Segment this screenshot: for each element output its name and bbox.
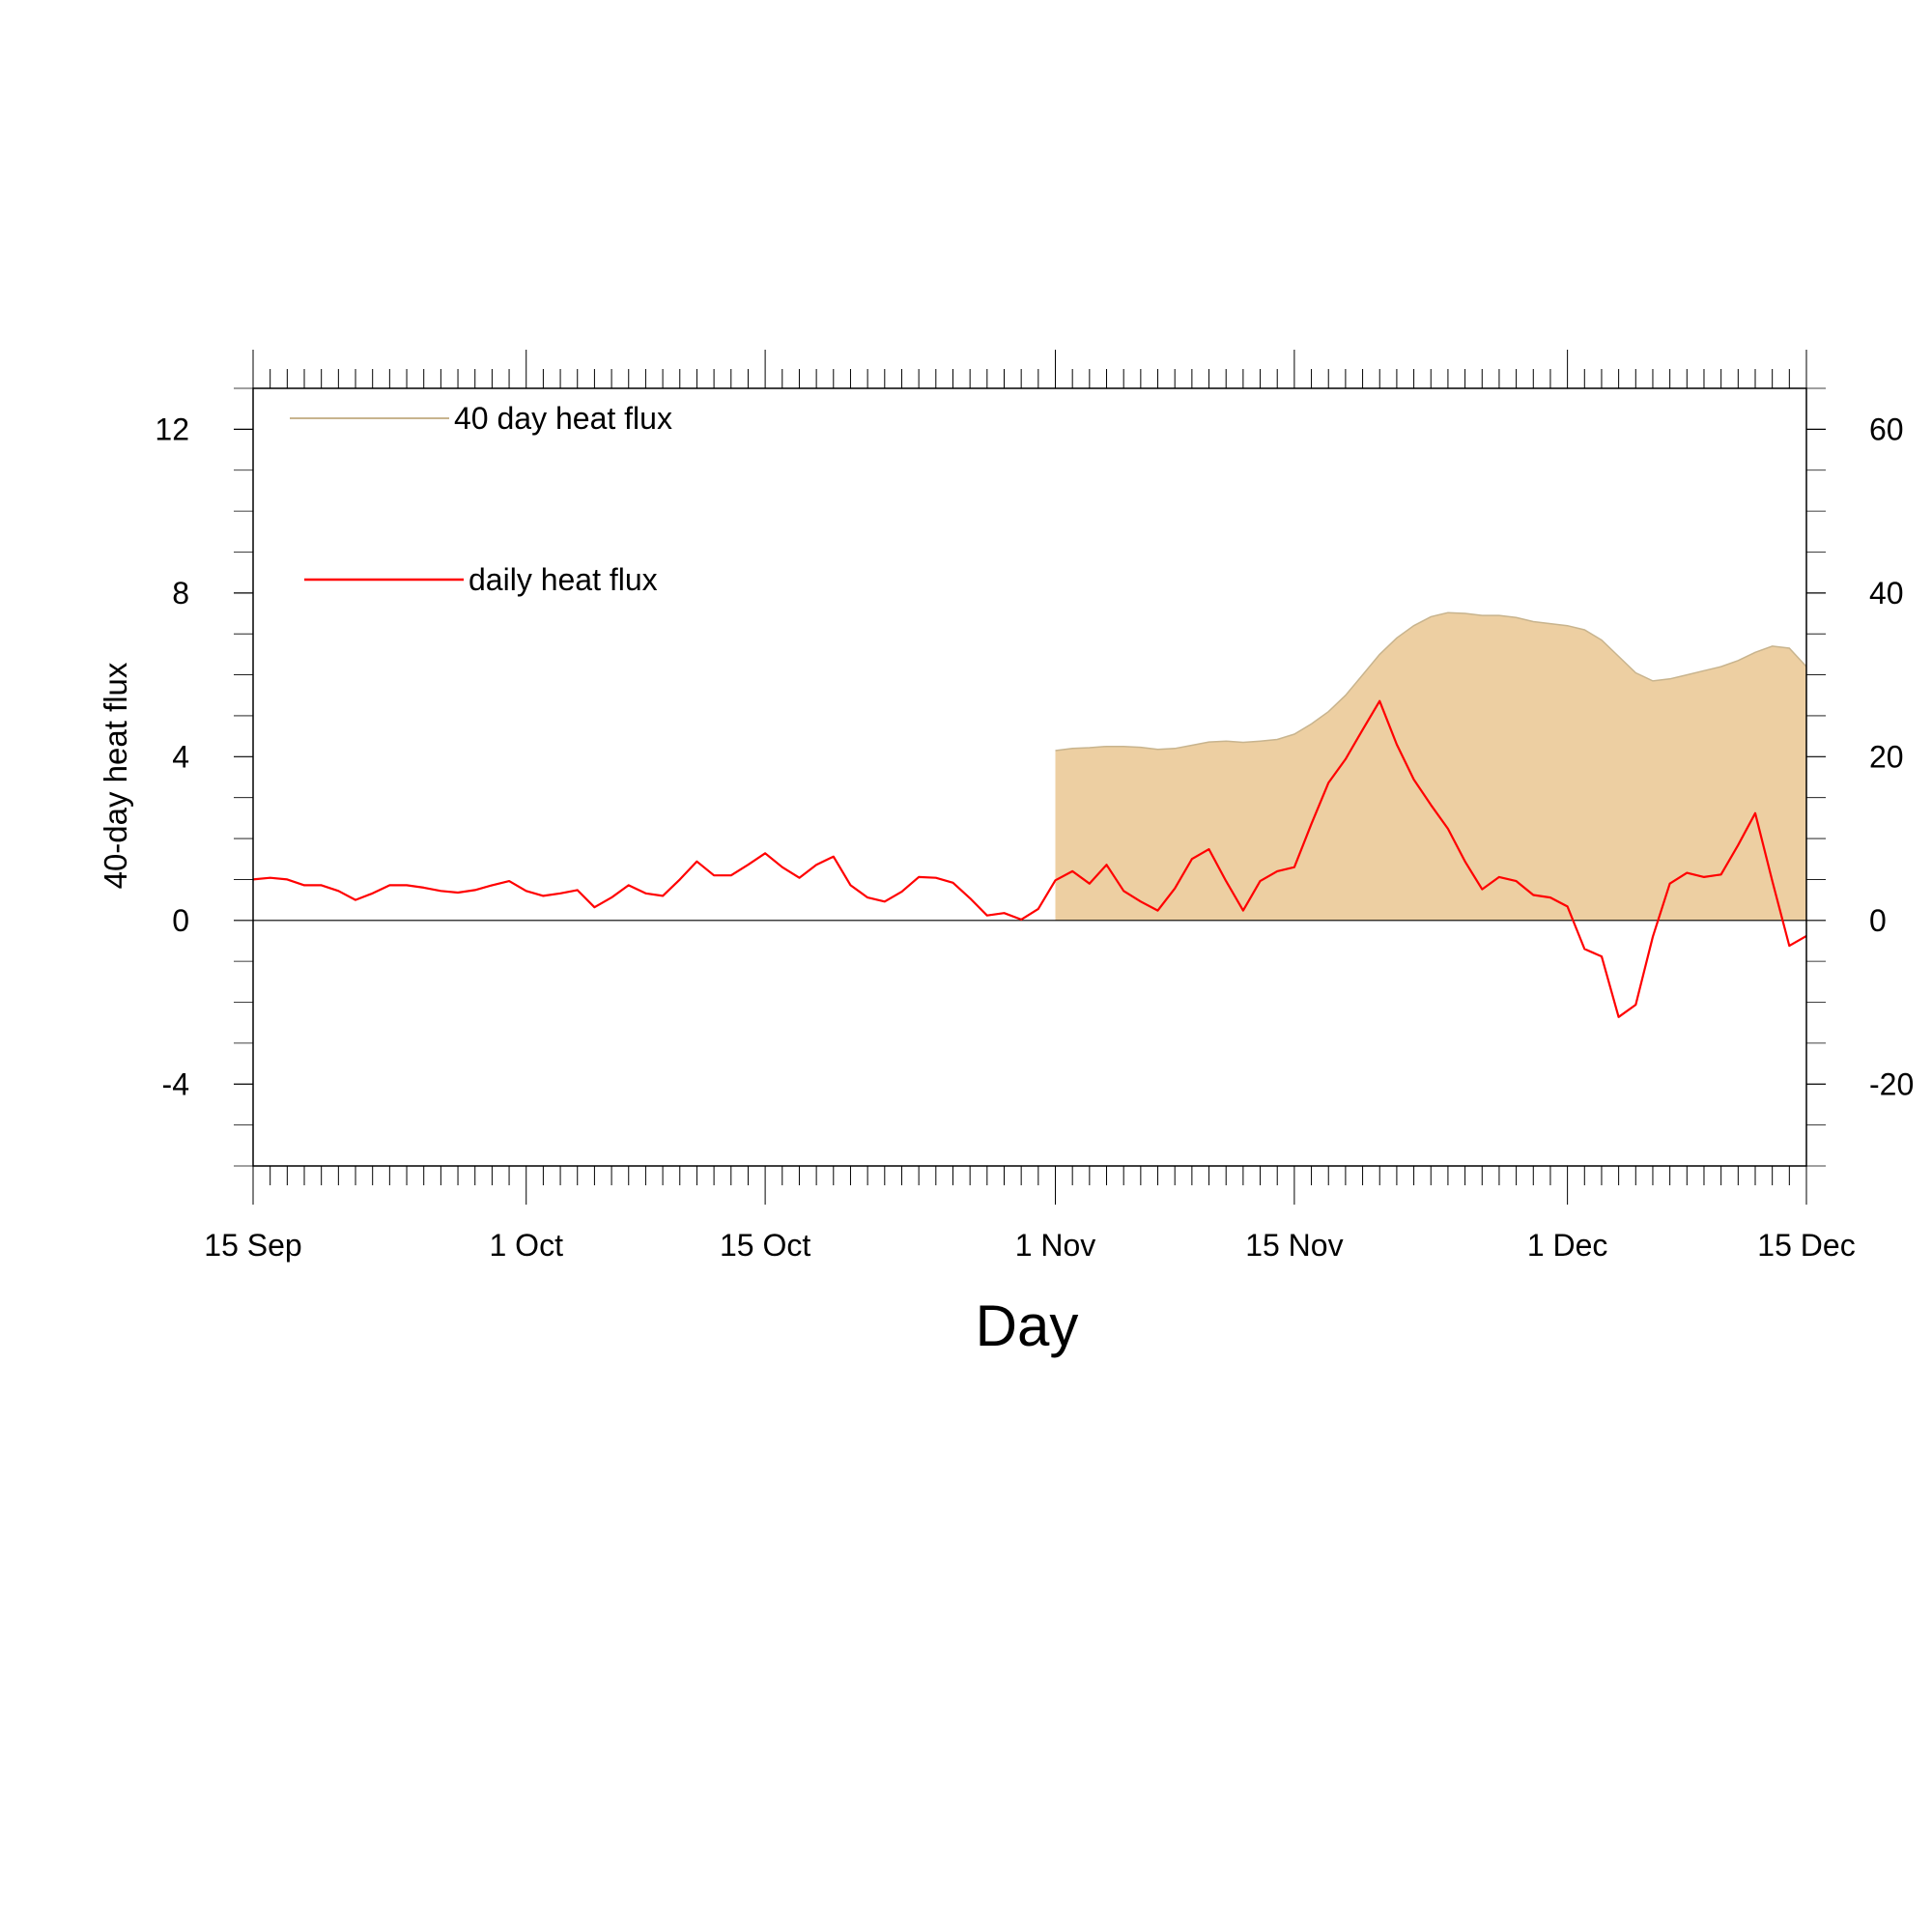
y-right-tick-label: -20: [1869, 1066, 1914, 1101]
legend: 40 day heat flux daily heat flux: [290, 401, 672, 597]
y-axis-title: 40-day heat flux: [98, 662, 133, 889]
x-tick-label: 15 Nov: [1245, 1228, 1343, 1263]
plot-area: [252, 611, 1807, 1018]
y-left-tick-label: 12: [155, 412, 189, 446]
y-right-tick-label: 20: [1869, 739, 1904, 774]
x-tick-label: 1 Nov: [1015, 1228, 1096, 1263]
x-tick-label: 1 Dec: [1527, 1228, 1608, 1263]
y-right-tick-label: 0: [1869, 903, 1887, 938]
axes: 15 Sep 1 Oct 15 Oct 1 Nov 15 Nov 1 Dec 15 Dec -…: [155, 350, 1914, 1263]
x-tick-label: 15 Dec: [1757, 1228, 1855, 1263]
series-40-day-heat-flux-area: [1055, 612, 1806, 921]
legend-label-daily-heat-flux: daily heat flux: [469, 562, 658, 597]
series-daily-heat-flux-line: [252, 699, 1807, 1018]
plot-frame: [252, 387, 1807, 1167]
x-axis-title: Day: [976, 1293, 1079, 1358]
x-tick-label: 15 Oct: [720, 1228, 810, 1263]
y-left-tick-label: 0: [172, 903, 189, 938]
y-left-tick-label: 8: [172, 576, 189, 611]
x-tick-label: 1 Oct: [489, 1228, 563, 1263]
series-40-day-heat-flux-edge: [1055, 611, 1807, 752]
y-left-tick-label: 4: [172, 739, 189, 774]
y-right-tick-label: 40: [1869, 576, 1904, 611]
x-tick-label: 15 Sep: [204, 1228, 301, 1263]
legend-label-40-day-heat-flux: 40 day heat flux: [454, 401, 672, 436]
y-left-tick-label: -4: [162, 1066, 189, 1101]
y-right-tick-label: 60: [1869, 412, 1904, 446]
